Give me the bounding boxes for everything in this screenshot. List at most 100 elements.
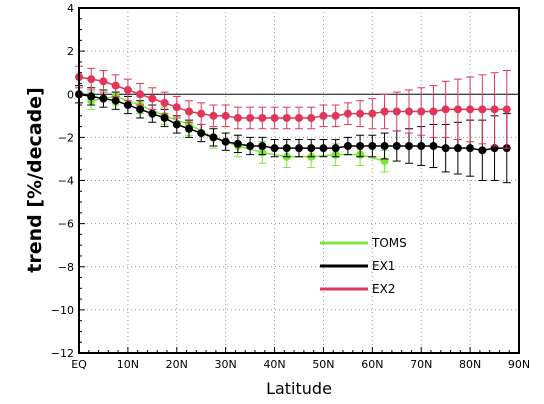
ex1-point [417, 142, 426, 150]
ex1-point [87, 92, 96, 101]
ex2-point [185, 107, 193, 116]
y-tick-label: −8 [58, 261, 74, 274]
grid-layer [79, 8, 519, 353]
series-toms [87, 87, 389, 173]
ex2-point [307, 113, 316, 122]
ex2-point [319, 111, 328, 120]
x-tick-label: 50N [312, 358, 334, 371]
ex2-point [160, 98, 169, 107]
legend-label-ex1: EX1 [372, 259, 395, 273]
ex2-point [453, 105, 462, 114]
ex2-point [356, 109, 365, 118]
y-tick-label: 0 [67, 88, 74, 101]
ex1-point [172, 120, 181, 129]
ex1-point [160, 113, 169, 122]
ex1-point [453, 144, 462, 153]
ex2-point [380, 107, 389, 116]
ex1-point [368, 142, 377, 150]
x-tick-label: 20N [166, 358, 188, 371]
ex2-point [172, 103, 181, 112]
ex1-point [380, 142, 389, 150]
ex2-point [331, 111, 340, 120]
y-tick-label: −4 [58, 175, 74, 188]
y-tick-label: 4 [67, 2, 74, 15]
ex1-point [270, 144, 279, 153]
ex2-point [478, 105, 487, 114]
ex2-point [405, 107, 413, 116]
ex1-point [123, 101, 132, 110]
x-tick-label: 80N [459, 358, 481, 371]
ex2-point [502, 105, 511, 114]
ex2-point [221, 111, 230, 120]
ex1-point [185, 124, 193, 133]
ex2-point [441, 105, 450, 114]
ex2-point [197, 109, 206, 118]
ex1-point [405, 142, 413, 150]
ex1-point [99, 94, 108, 103]
ex1-point [331, 144, 340, 153]
x-tick-label: 60N [361, 358, 383, 371]
ex2-point [368, 109, 377, 118]
ex1-point [307, 144, 316, 153]
ex2-point [466, 105, 475, 114]
ex1-point [209, 133, 218, 142]
legend: TOMS EX1 EX2 [320, 236, 407, 296]
x-tick-label: 10N [117, 358, 139, 371]
ex1-point [221, 137, 230, 146]
ex1-point [282, 144, 291, 153]
ex1-point [258, 142, 267, 150]
ex1-point [148, 109, 157, 118]
series-ex2 [75, 65, 511, 149]
ex2-point [99, 77, 108, 86]
ex2-point [258, 113, 267, 122]
y-axis-title: trend [%/decade] [24, 87, 46, 272]
ex2-point [111, 81, 120, 90]
tick-layer: EQ 10N 20N 30N 40N 50N 60N 70N 80N 90N 4 2 0 −2 −4 −6 −8… [51, 2, 530, 371]
ex2-point [123, 85, 132, 94]
ex2-point [136, 90, 145, 99]
ex2-point [270, 113, 279, 122]
ex2-point [392, 107, 401, 116]
ex1-point [197, 129, 206, 138]
x-tick-label: 90N [508, 358, 530, 371]
x-tick-label: EQ [71, 358, 87, 371]
legend-label-toms: TOMS [371, 236, 407, 250]
y-tick-label: −6 [58, 218, 74, 231]
x-axis-title: Latitude [266, 379, 332, 398]
ex1-point [295, 144, 303, 153]
y-tick-label: −10 [51, 304, 74, 317]
ex2-point [87, 75, 96, 84]
ex1-point [429, 142, 438, 150]
x-tick-label: 30N [215, 358, 237, 371]
ex2-point [282, 113, 291, 122]
ex2-point [209, 111, 218, 120]
ex2-point [429, 107, 438, 116]
series-layer [75, 65, 511, 184]
y-tick-label: −2 [58, 131, 74, 144]
ex1-point [319, 144, 328, 153]
ex2-point [148, 94, 157, 103]
ex1-point [136, 105, 145, 114]
ex1-point [111, 96, 120, 105]
ex2-point [417, 107, 426, 116]
ex1-point [343, 142, 352, 150]
x-tick-label: 40N [263, 358, 285, 371]
y-tick-label: 2 [67, 45, 74, 58]
legend-label-ex2: EX2 [372, 282, 395, 296]
ex1-point [356, 142, 365, 150]
series-ex1 [75, 85, 511, 184]
x-tick-label: 70N [410, 358, 432, 371]
ex1-point [466, 144, 475, 153]
y-tick-label: −12 [51, 347, 74, 360]
ex1-point [478, 146, 487, 155]
ex2-point [295, 113, 303, 122]
ex2-point [490, 105, 499, 114]
ex1-point [441, 144, 450, 153]
ex2-point [343, 109, 352, 118]
ex1-point [233, 139, 242, 148]
ex1-point [246, 142, 255, 150]
ex1-point [392, 142, 401, 150]
ex2-point [233, 113, 242, 122]
ex2-point [246, 113, 255, 122]
